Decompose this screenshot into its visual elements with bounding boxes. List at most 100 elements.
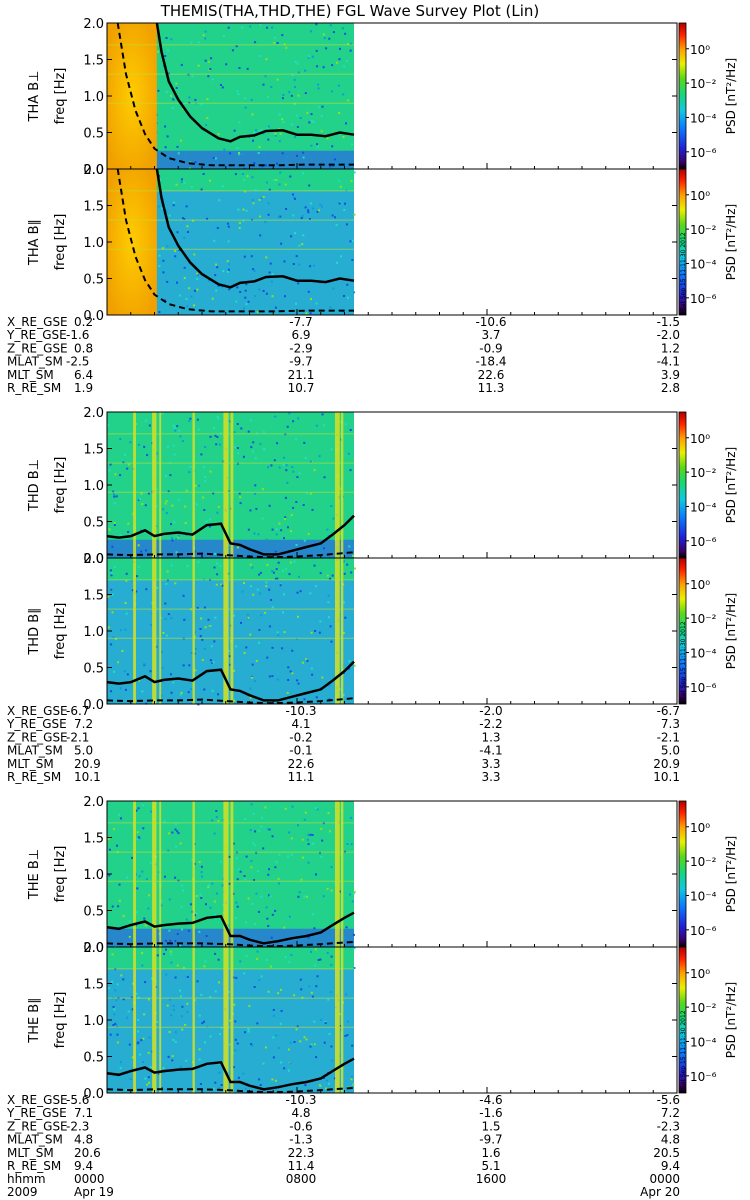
- texture-speck: [328, 684, 331, 687]
- y-tick-label: 1.0: [83, 1014, 104, 1029]
- y-tick-label: 2.0: [83, 17, 104, 32]
- texture-speck: [236, 147, 239, 149]
- timestamp: Sat Sep 15 11:11:30 2012: [680, 621, 687, 700]
- texture-speck: [247, 528, 250, 531]
- texture-speck: [150, 977, 153, 980]
- texture-speck: [196, 606, 199, 609]
- texture-speck: [318, 1084, 321, 1087]
- texture-speck: [128, 920, 131, 923]
- texture-speck: [351, 143, 353, 146]
- texture-speck: [244, 106, 247, 109]
- texture-speck: [287, 666, 290, 669]
- texture-speck: [277, 634, 280, 637]
- texture-speck: [190, 41, 193, 44]
- texture-speck: [207, 884, 210, 887]
- texture-speck: [306, 895, 308, 898]
- texture-speck: [283, 537, 285, 540]
- row-value: 4.8: [291, 1106, 310, 1120]
- texture-speck: [338, 202, 341, 205]
- texture-speck: [326, 528, 329, 531]
- row-value: 7.3: [661, 717, 680, 731]
- texture-speck: [307, 833, 310, 836]
- texture-speck: [272, 571, 275, 574]
- texture-speck: [213, 566, 216, 569]
- texture-speck: [180, 995, 182, 998]
- texture-speck: [318, 455, 321, 458]
- texture-speck: [148, 1081, 151, 1084]
- texture-speck: [279, 171, 282, 174]
- texture-speck: [239, 960, 242, 963]
- texture-speck: [136, 575, 139, 578]
- texture-speck: [349, 469, 352, 472]
- broadband-burst: [340, 947, 344, 1093]
- texture-speck: [323, 1041, 326, 1044]
- texture-speck: [189, 417, 192, 420]
- texture-speck: [319, 203, 322, 206]
- timestamp: Sat Sep 15 11:11:30 2012: [680, 232, 687, 311]
- texture-speck: [179, 842, 182, 845]
- row-value: 20.9: [74, 757, 101, 771]
- texture-speck: [313, 927, 316, 930]
- texture-speck: [172, 1008, 175, 1011]
- texture-speck: [310, 1043, 313, 1046]
- texture-speck: [221, 285, 224, 288]
- texture-speck: [125, 612, 128, 615]
- texture-speck: [259, 592, 261, 595]
- texture-speck: [307, 843, 310, 846]
- texture-speck: [267, 125, 270, 128]
- broadband-burst: [340, 801, 344, 947]
- texture-speck: [235, 976, 238, 979]
- texture-speck: [108, 848, 111, 851]
- texture-speck: [229, 548, 232, 551]
- texture-speck: [145, 549, 147, 552]
- texture-speck: [267, 828, 270, 831]
- texture-speck: [241, 173, 244, 175]
- texture-speck: [268, 504, 271, 507]
- row-value: -9.7: [479, 1133, 502, 1147]
- texture-speck: [171, 1055, 174, 1058]
- texture-speck: [329, 306, 332, 309]
- texture-speck: [249, 829, 252, 831]
- row-value: 9.4: [74, 1159, 93, 1173]
- overlay-solid-line: [155, 22, 355, 143]
- texture-speck: [265, 538, 268, 541]
- texture-speck: [295, 114, 298, 117]
- texture-speck: [175, 538, 178, 541]
- row-label: MLT_SM: [7, 1146, 54, 1160]
- row-value: 20.6: [74, 1146, 101, 1160]
- texture-speck: [255, 129, 257, 132]
- texture-speck: [176, 231, 179, 234]
- row-value: -2.0: [657, 328, 680, 342]
- row-label: Y_RE_GSE: [6, 717, 67, 731]
- texture-speck: [275, 568, 278, 571]
- texture-speck: [143, 917, 146, 920]
- row-value: -1.3: [289, 1133, 312, 1147]
- texture-speck: [305, 1038, 308, 1041]
- texture-speck: [259, 234, 262, 237]
- texture-speck: [250, 419, 252, 422]
- texture-speck: [142, 1037, 145, 1040]
- texture-speck: [194, 289, 196, 292]
- texture-speck: [165, 474, 167, 477]
- broadband-burst: [133, 801, 136, 947]
- texture-speck: [330, 640, 333, 643]
- texture-speck: [148, 1036, 151, 1039]
- row-value: 10.1: [653, 770, 680, 784]
- texture-speck: [273, 36, 276, 39]
- texture-speck: [141, 964, 144, 967]
- texture-speck: [310, 991, 313, 994]
- texture-speck: [346, 1034, 349, 1037]
- texture-speck: [116, 983, 119, 986]
- texture-speck: [271, 295, 274, 298]
- texture-speck: [301, 215, 304, 218]
- texture-speck: [218, 1086, 221, 1089]
- texture-speck: [247, 430, 250, 433]
- texture-speck: [267, 213, 270, 216]
- texture-speck: [268, 188, 271, 191]
- texture-speck: [181, 928, 183, 931]
- texture-speck: [315, 1056, 318, 1059]
- texture-speck: [166, 245, 169, 248]
- texture-speck: [196, 278, 199, 280]
- row-value: -2.0: [479, 704, 502, 718]
- texture-speck: [156, 954, 159, 957]
